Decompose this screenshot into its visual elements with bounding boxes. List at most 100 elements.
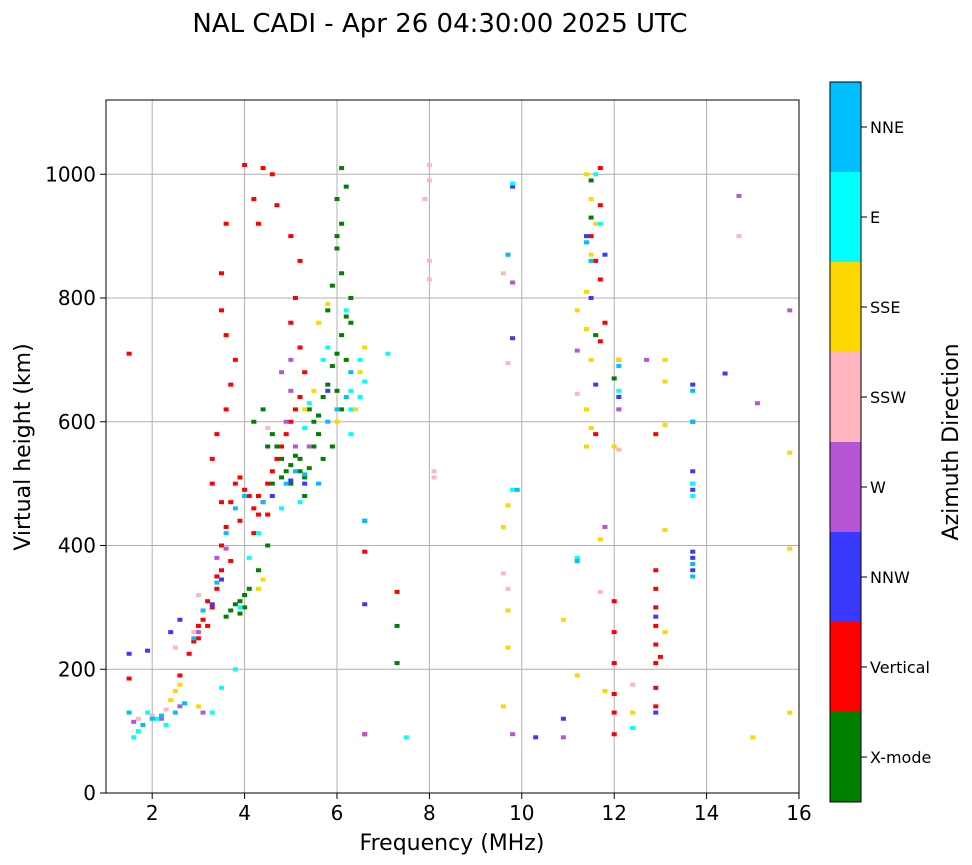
- data-point: [514, 487, 520, 492]
- colorbar-segment: [830, 352, 861, 442]
- data-point: [131, 735, 137, 740]
- data-point: [297, 258, 303, 263]
- data-point: [348, 432, 354, 437]
- data-point: [583, 240, 589, 245]
- data-point: [348, 407, 354, 412]
- data-point: [200, 617, 206, 622]
- data-points: [126, 162, 793, 740]
- data-point: [588, 197, 594, 201]
- data-point: [311, 419, 317, 424]
- data-point: [348, 370, 354, 375]
- data-point: [343, 357, 349, 362]
- data-point: [329, 364, 335, 369]
- data-point: [214, 555, 220, 560]
- data-point: [177, 673, 183, 678]
- data-point: [736, 193, 742, 198]
- data-point: [242, 605, 248, 610]
- data-point: [158, 713, 164, 718]
- data-point: [616, 395, 622, 399]
- data-point: [288, 234, 294, 239]
- data-point: [195, 623, 201, 628]
- data-point: [616, 407, 622, 412]
- data-point: [630, 682, 636, 687]
- data-point: [265, 512, 271, 517]
- data-point: [223, 614, 229, 619]
- data-point: [588, 215, 594, 220]
- data-point: [362, 345, 368, 350]
- colorbar-segment: [830, 442, 861, 532]
- data-point: [394, 589, 400, 594]
- data-point: [223, 531, 229, 536]
- data-point: [653, 685, 659, 690]
- data-point: [653, 586, 659, 591]
- data-point: [135, 716, 141, 721]
- data-point: [653, 614, 659, 619]
- data-point: [269, 432, 275, 437]
- series-ssw: [135, 162, 742, 721]
- data-point: [279, 444, 285, 449]
- data-point: [209, 605, 215, 610]
- data-point: [265, 543, 271, 548]
- data-point: [653, 704, 659, 709]
- data-point: [177, 704, 183, 709]
- data-point: [232, 481, 238, 486]
- data-point: [426, 178, 432, 183]
- data-point: [690, 388, 696, 393]
- data-point: [602, 524, 608, 529]
- data-point: [722, 371, 728, 376]
- data-point: [237, 475, 243, 480]
- data-point: [232, 602, 238, 607]
- data-point: [214, 432, 220, 437]
- data-point: [269, 481, 275, 486]
- data-point: [431, 475, 437, 480]
- data-point: [288, 357, 294, 362]
- data-point: [274, 203, 280, 208]
- x-axis: 2 4 6 8 10 12 14 16: [146, 793, 812, 825]
- data-point: [362, 379, 368, 384]
- series-sse: [168, 172, 793, 740]
- data-point: [357, 357, 363, 362]
- data-point: [583, 407, 589, 412]
- data-point: [343, 395, 349, 399]
- data-point: [787, 710, 793, 715]
- data-point: [320, 395, 326, 399]
- data-point: [283, 432, 289, 437]
- data-point: [325, 308, 331, 313]
- data-point: [251, 506, 257, 511]
- data-point: [195, 630, 201, 635]
- data-point: [302, 472, 308, 477]
- data-point: [616, 388, 622, 393]
- data-point: [209, 710, 215, 715]
- series-w: [131, 193, 793, 740]
- series-vertical: [126, 162, 663, 737]
- data-point: [279, 475, 285, 480]
- data-point: [611, 732, 617, 737]
- data-point: [352, 407, 358, 412]
- data-point: [630, 710, 636, 715]
- data-point: [611, 692, 617, 696]
- colorbar-tick-label: SSE: [870, 298, 900, 317]
- data-point: [334, 419, 340, 424]
- x-axis-label: Frequency (MHz): [360, 831, 545, 856]
- data-point: [126, 710, 132, 715]
- data-point: [288, 388, 294, 393]
- data-point: [126, 351, 132, 356]
- data-point: [500, 271, 506, 276]
- data-point: [246, 586, 252, 591]
- data-point: [588, 234, 594, 239]
- data-point: [269, 494, 275, 498]
- data-point: [574, 391, 580, 396]
- data-point: [242, 593, 248, 597]
- data-point: [533, 735, 539, 740]
- colorbar-segment: [830, 622, 861, 712]
- colorbar-segment: [830, 532, 861, 622]
- data-point: [163, 707, 169, 712]
- x-tick-label: 14: [694, 801, 719, 825]
- data-point: [274, 456, 280, 461]
- data-point: [334, 234, 340, 239]
- data-point: [348, 320, 354, 325]
- data-point: [593, 221, 599, 226]
- data-point: [334, 246, 340, 251]
- data-point: [302, 370, 308, 375]
- data-point: [149, 713, 155, 718]
